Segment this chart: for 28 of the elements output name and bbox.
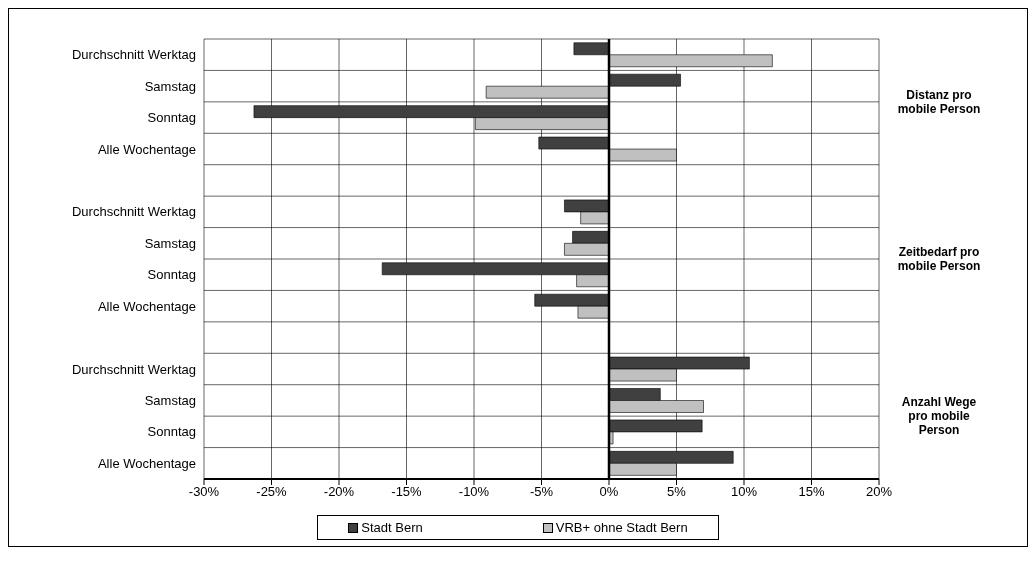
y-tick-label: Samstag — [144, 393, 196, 409]
y-tick-label: Durchschnitt Werktag — [71, 204, 196, 220]
y-tick-label: Sonntag — [147, 110, 196, 126]
x-tick-label: 20% — [865, 484, 893, 500]
y-tick-label: Alle Wochentage — [97, 141, 196, 157]
x-tick-label: -10% — [458, 484, 490, 500]
x-tick-label: -20% — [323, 484, 355, 500]
legend-label: Stadt Bern — [360, 520, 423, 535]
y-tick-label: Sonntag — [147, 424, 196, 440]
text: Anzahl Wege pro mobile Person — [900, 395, 978, 438]
x-tick-label: 15% — [798, 484, 825, 500]
legend-label: VRB+ ohne Stadt Bern — [554, 520, 688, 535]
y-tick-label: Samstag — [144, 78, 196, 94]
x-tick-label: -15% — [391, 484, 423, 500]
y-tick-label: Alle Wochentage — [97, 298, 196, 314]
x-tick-label: -25% — [256, 484, 288, 500]
x-tick-label: 0% — [599, 484, 619, 500]
y-tick-label: Alle Wochentage — [97, 455, 196, 471]
text: Zeitbedarf pro mobile Person — [896, 244, 982, 273]
x-tick-label: -5% — [529, 484, 554, 500]
y-tick-label: Sonntag — [147, 267, 196, 283]
y-tick-label: Durchschnitt Werktag — [71, 361, 196, 377]
x-tick-label: -30% — [188, 484, 220, 500]
text: Distanz pro mobile Person — [896, 87, 982, 116]
y-tick-label: Durchschnitt Werktag — [71, 47, 196, 63]
x-tick-label: 5% — [667, 484, 687, 500]
y-tick-label: Samstag — [144, 235, 196, 251]
x-tick-label: 10% — [730, 484, 758, 500]
